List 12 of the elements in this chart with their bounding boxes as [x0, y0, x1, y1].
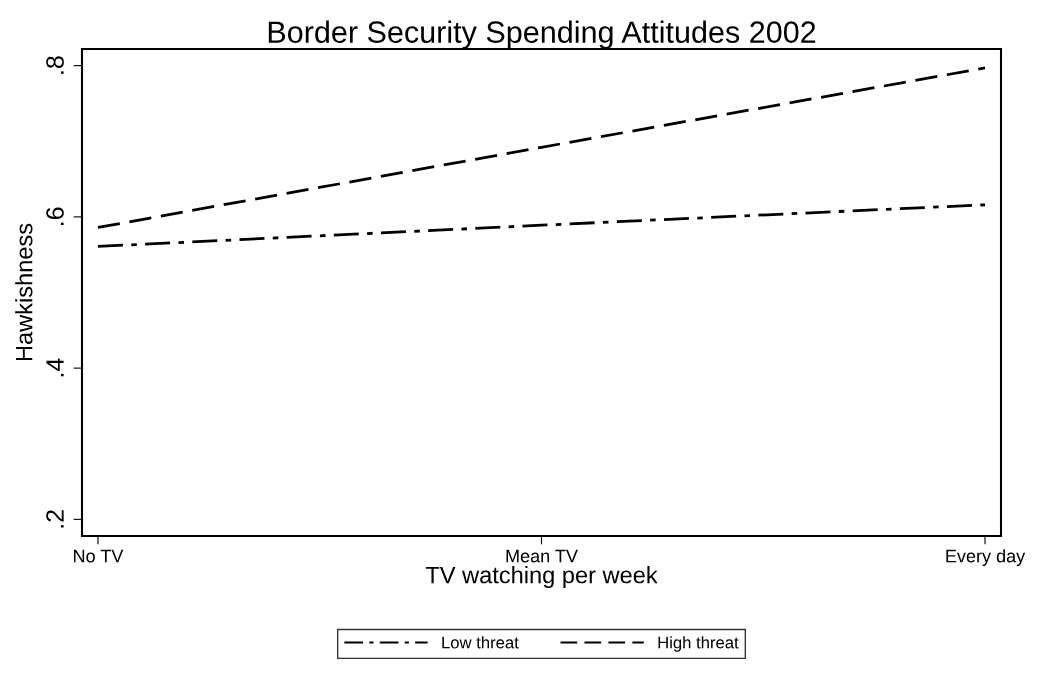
x-axis-title: TV watching per week	[425, 566, 658, 589]
legend-label: High threat	[658, 636, 739, 652]
y-tick-label: .2	[46, 510, 64, 528]
y-axis-title: Hawkishness	[15, 223, 33, 361]
legend-label: Low threat	[442, 636, 519, 649]
y-tick-label: .4	[46, 358, 64, 377]
x-tick-label: Mean TV	[506, 549, 578, 563]
y-tick-label: .8	[46, 56, 64, 74]
chart-title: Border Security Spending Attitudes 2002	[268, 20, 816, 49]
x-tick-label: Every day	[946, 549, 1026, 567]
y-tick-label: .6	[46, 207, 64, 226]
x-tick-label: No TV	[74, 549, 124, 563]
